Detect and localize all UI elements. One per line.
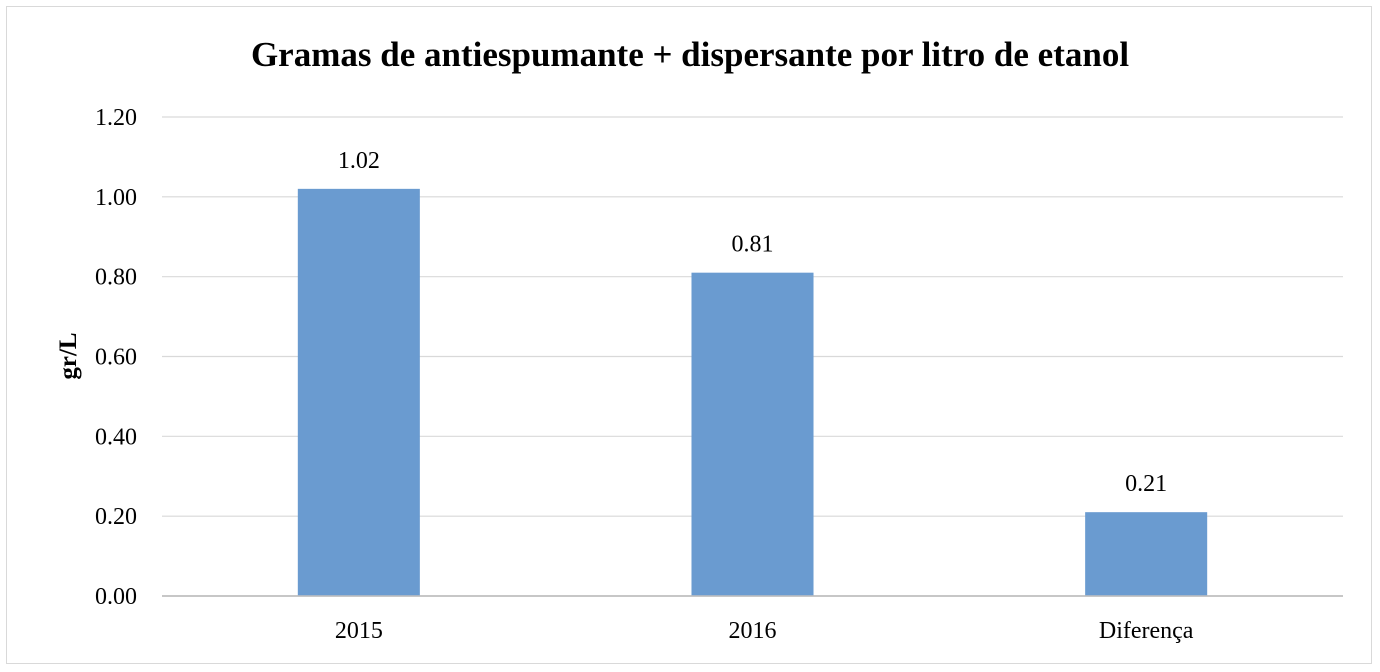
y-tick-label: 0.80 <box>95 265 137 291</box>
y-axis-title: gr/L <box>55 332 82 379</box>
x-axis-ticks: 2015 2016 Diferença <box>162 595 1343 644</box>
x-tick-label: Diferença <box>1099 618 1194 644</box>
y-tick-label: 0.00 <box>95 584 137 610</box>
chart-title: Gramas de antiespumante + dispersante po… <box>251 35 1129 74</box>
bars <box>297 188 1208 596</box>
y-tick-label: 0.40 <box>95 424 137 450</box>
bar-2015 <box>297 188 420 596</box>
y-tick-label: 0.20 <box>95 504 137 530</box>
bar-chart: Gramas de antiespumante + dispersante po… <box>55 35 1343 644</box>
y-tick-label: 1.00 <box>95 185 137 211</box>
data-label: 0.21 <box>1125 471 1167 497</box>
y-tick-label: 1.20 <box>95 105 137 131</box>
y-axis-ticks: 0.00 0.20 0.40 0.60 0.80 1.00 1.20 <box>95 105 137 610</box>
y-tick-label: 0.60 <box>95 345 137 371</box>
data-label: 1.02 <box>338 148 380 174</box>
data-label: 0.81 <box>732 232 774 258</box>
bar-diferença <box>1085 512 1208 596</box>
x-tick-label: 2015 <box>335 618 383 644</box>
x-tick-label: 2016 <box>729 618 777 644</box>
data-labels: 1.02 0.81 0.21 <box>338 148 1167 497</box>
chart-frame: Gramas de antiespumante + dispersante po… <box>6 6 1372 664</box>
bar-2016 <box>691 272 814 596</box>
